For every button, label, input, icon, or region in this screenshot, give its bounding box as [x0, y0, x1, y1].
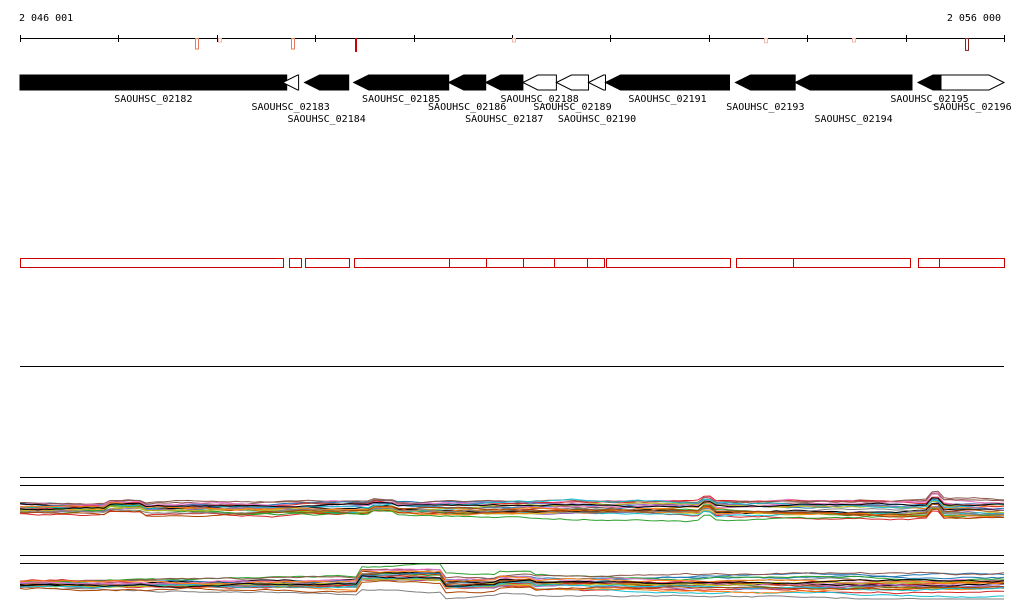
- feature-box: [606, 258, 731, 268]
- variant-track: [195, 38, 969, 52]
- feature-box: [793, 258, 911, 268]
- variant-mark: [195, 38, 199, 50]
- gene-saouhsc_02193[interactable]: [734, 74, 796, 91]
- gene-saouhsc_02190[interactable]: [587, 74, 606, 91]
- feature-box: [523, 258, 555, 268]
- gene-label: SAOUHSC_02186: [428, 102, 506, 113]
- coverage-trace: [19, 497, 1005, 511]
- gene-saouhsc_02191[interactable]: [604, 74, 730, 91]
- gene-saouhsc_02187[interactable]: [484, 74, 524, 91]
- gene-saouhsc_02196[interactable]: [940, 74, 1006, 91]
- feature-box: [587, 258, 605, 268]
- feature-box: [918, 258, 940, 268]
- feature-box: [486, 258, 524, 268]
- variant-mark: [852, 38, 856, 43]
- gene-label: SAOUHSC_02193: [726, 102, 804, 113]
- gene-label: SAOUHSC_02188: [501, 94, 579, 105]
- gene-label: SAOUHSC_02183: [251, 102, 329, 113]
- variant-mark: [291, 38, 295, 50]
- variant-mark: [512, 38, 516, 43]
- coverage-trace: [19, 570, 1005, 587]
- gene-saouhsc_02195[interactable]: [916, 74, 942, 91]
- variant-mark: [355, 38, 357, 52]
- coverage-trace: [19, 578, 1005, 588]
- gene-saouhsc_02189[interactable]: [555, 74, 589, 91]
- feature-box: [736, 258, 794, 268]
- gene-saouhsc_02188[interactable]: [521, 74, 557, 91]
- gene-label: SAOUHSC_02195: [890, 94, 968, 105]
- gene-saouhsc_02184[interactable]: [303, 74, 350, 91]
- feature-track: [20, 258, 1005, 268]
- feature-box: [354, 258, 450, 268]
- gene-saouhsc_02182[interactable]: [19, 74, 288, 91]
- coverage-track-1: [19, 477, 1005, 523]
- region-end-coordinate: 2 056 000: [946, 13, 1001, 24]
- gene-label: SAOUHSC_02184: [288, 114, 366, 125]
- gene-label: SAOUHSC_02182: [114, 94, 192, 105]
- gene-label: SAOUHSC_02190: [558, 114, 636, 125]
- variant-mark: [764, 38, 768, 44]
- coverage-trace: [19, 575, 1005, 588]
- region-start-coordinate: 2 046 001: [19, 13, 74, 24]
- gene-label: SAOUHSC_02191: [628, 94, 706, 105]
- coverage-trace: [19, 505, 1005, 520]
- coverage-trace: [19, 586, 1004, 600]
- gene-saouhsc_02194[interactable]: [794, 74, 913, 91]
- variant-mark: [218, 38, 222, 43]
- gene-saouhsc_02183[interactable]: [281, 74, 300, 91]
- feature-box: [289, 258, 302, 268]
- gene-saouhsc_02186[interactable]: [447, 74, 487, 91]
- variant-mark: [965, 38, 969, 51]
- coverage-track-2: [19, 555, 1005, 600]
- feature-box: [939, 258, 1005, 268]
- feature-box: [449, 258, 487, 268]
- feature-box: [554, 258, 588, 268]
- coverage-trace: [19, 580, 1005, 594]
- gene-label: SAOUHSC_02189: [533, 102, 611, 113]
- coverage-trace: [19, 500, 1005, 516]
- feature-box: [305, 258, 350, 268]
- gene-saouhsc_02185[interactable]: [352, 74, 450, 91]
- gene-label: SAOUHSC_02196: [933, 102, 1011, 113]
- coverage-trace: [19, 568, 1005, 584]
- gene-label: SAOUHSC_02185: [362, 94, 440, 105]
- coverage-trace: [19, 563, 1005, 584]
- gene-label: SAOUHSC_02194: [814, 114, 892, 125]
- gene-label: SAOUHSC_02187: [465, 114, 543, 125]
- feature-box: [20, 258, 284, 268]
